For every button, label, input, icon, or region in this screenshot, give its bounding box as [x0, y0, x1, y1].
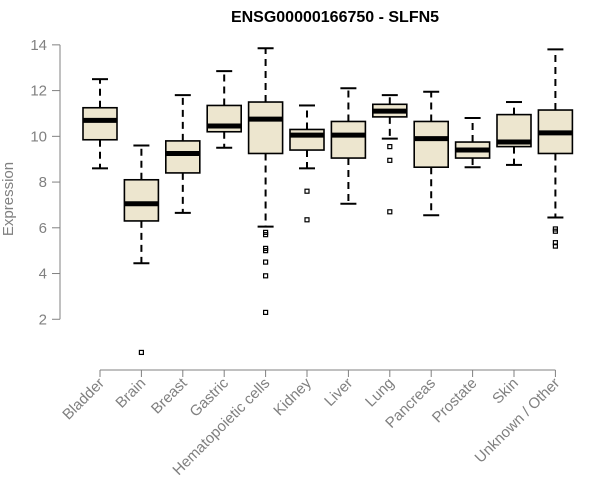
x-tick-label: Brain [112, 375, 149, 412]
x-tick-label: Skin [489, 375, 522, 408]
outlier-point [263, 259, 269, 265]
outlier-point [387, 157, 393, 163]
outlier-point [263, 248, 269, 254]
outlier-point [552, 228, 559, 234]
x-tick-label: Kidney [270, 374, 315, 419]
iqr-box [165, 140, 201, 174]
iqr-box [247, 101, 284, 155]
box-pancreas [413, 90, 450, 217]
box-liver [330, 87, 367, 205]
y-axis-label: Expression [0, 162, 17, 236]
box-lung [371, 94, 408, 215]
chart-title: ENSG00000166750 - SLFN5 [231, 9, 439, 26]
iqr-box [413, 120, 450, 168]
y-axis: 2 4 6 8 10 12 14 [30, 37, 61, 328]
outlier-point [263, 273, 269, 279]
y-tick-label: 10 [30, 128, 47, 145]
box-prostate [454, 117, 491, 169]
box-kidney [289, 104, 325, 223]
x-tick-label: Lung [362, 375, 398, 411]
box-hematopoietic-cells [247, 47, 284, 316]
x-tick-label: Prostate [429, 375, 481, 427]
y-tick-label: 2 [39, 311, 47, 328]
x-tick-label: Breast [148, 374, 191, 417]
y-tick-label: 8 [39, 174, 47, 191]
y-tick-label: 12 [30, 83, 47, 100]
iqr-box [82, 106, 118, 141]
outlier-point [304, 188, 310, 194]
outlier-point [304, 217, 310, 223]
outlier-point [263, 309, 269, 316]
iqr-box [330, 120, 367, 159]
box-unknown-other [537, 48, 574, 249]
box-series [82, 47, 574, 356]
outlier-point [263, 232, 269, 238]
box-bladder [82, 78, 118, 170]
y-tick-label: 14 [30, 37, 47, 54]
outlier-point [552, 243, 559, 249]
box-breast [165, 94, 201, 214]
x-tick-label: Bladder [59, 375, 108, 424]
outlier-point [138, 349, 144, 356]
x-tick-label: Liver [321, 375, 356, 410]
outlier-point [387, 144, 393, 150]
y-tick-label: 4 [39, 266, 47, 283]
iqr-box [123, 178, 160, 222]
outlier-point [387, 209, 393, 215]
y-tick-label: 6 [39, 220, 47, 237]
box-gastric [206, 70, 242, 149]
iqr-box [289, 128, 325, 151]
box-skin [496, 101, 532, 166]
box-brain [123, 144, 160, 356]
